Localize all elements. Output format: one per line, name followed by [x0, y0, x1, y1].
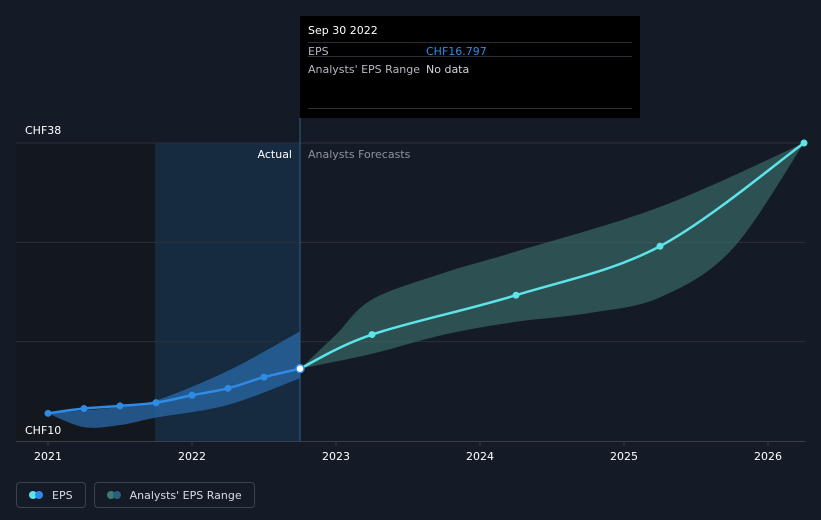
- x-tick-label-2024: 2024: [466, 450, 494, 463]
- eps-point-forecast-4: [800, 139, 808, 147]
- tooltip-divider: [308, 56, 632, 57]
- eps-line-forecast: [299, 141, 805, 370]
- eps-legend-icon: [29, 491, 45, 499]
- tooltip-range-label: Analysts' EPS Range: [308, 63, 421, 76]
- eps-points: [44, 139, 808, 417]
- eps-point-forecast-1: [368, 331, 376, 339]
- eps-point-actual-4: [188, 391, 196, 399]
- legend-range-label: Analysts' EPS Range: [129, 488, 242, 502]
- x-tick-label-2021: 2021: [34, 450, 62, 463]
- eps-point-forecast-2: [512, 291, 520, 299]
- tooltip-row-eps: EPS CHF16.797: [308, 43, 632, 61]
- range-legend-icon: [106, 491, 123, 499]
- range-band-forecast: [300, 143, 804, 369]
- actual-label: Actual: [258, 148, 292, 161]
- eps-point-actual-0: [44, 409, 52, 417]
- tooltip-date: Sep 30 2022: [308, 24, 632, 43]
- legend: EPS Analysts' EPS Range: [16, 482, 255, 508]
- tooltip-eps-value: CHF16.797: [426, 45, 487, 58]
- eps-point-actual-5: [224, 384, 232, 392]
- eps-point-actual-6: [260, 373, 268, 381]
- range-bands: [48, 143, 804, 428]
- tooltip-range-value: No data: [426, 63, 470, 76]
- legend-eps-range[interactable]: Analysts' EPS Range: [93, 482, 255, 508]
- tooltip-eps-label: EPS: [308, 45, 329, 58]
- legend-eps[interactable]: EPS: [16, 482, 86, 508]
- y-tick-top: CHF38: [25, 124, 61, 137]
- x-axis: 2021 2022 2023 2024 2025 2026: [34, 441, 782, 463]
- tooltip: Sep 30 2022 EPS CHF16.797 Analysts' EPS …: [300, 16, 640, 118]
- earlier-shading: [16, 143, 155, 441]
- range-band-actual: [48, 331, 300, 428]
- eps-point-actual-7: [295, 363, 305, 374]
- eps-point-actual-1: [80, 405, 88, 413]
- x-tick-label-2022: 2022: [178, 450, 206, 463]
- legend-eps-label: EPS: [52, 488, 73, 502]
- forecast-label: Analysts Forecasts: [308, 148, 411, 161]
- x-tick-label-2026: 2026: [754, 450, 782, 463]
- tooltip-row-range: Analysts' EPS Range No data: [308, 61, 632, 79]
- eps-point-forecast-3: [656, 242, 664, 250]
- eps-point-actual-3: [152, 399, 160, 407]
- x-tick-label-2025: 2025: [610, 450, 638, 463]
- eps-point-actual-2: [116, 402, 124, 410]
- tooltip-bottom-divider: [308, 108, 632, 109]
- x-tick-label-2023: 2023: [322, 450, 350, 463]
- y-tick-bottom: CHF10: [25, 424, 61, 437]
